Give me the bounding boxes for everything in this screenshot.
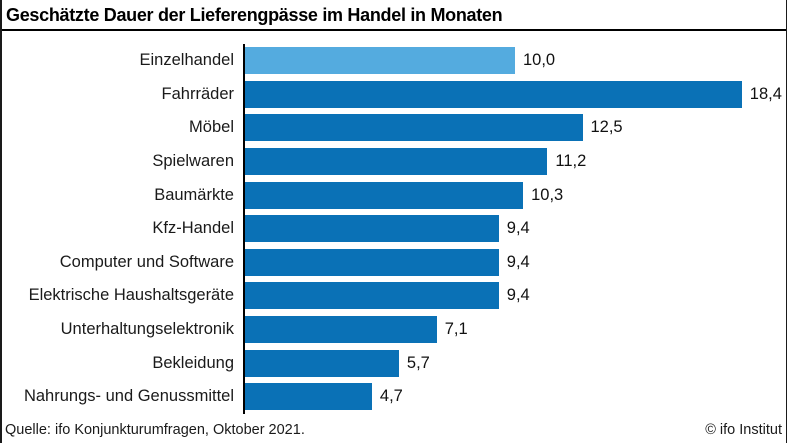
value-label: 9,4 bbox=[506, 252, 530, 271]
category-label: Computer und Software bbox=[59, 252, 234, 271]
category-label: Unterhaltungselektronik bbox=[60, 320, 234, 339]
bar-row: Baumärkte 10,3 bbox=[2, 178, 786, 212]
bar-track: 10,3 bbox=[243, 178, 786, 212]
bar-track: 10,0 bbox=[243, 44, 786, 78]
source-note: Quelle: ifo Konjunkturumfragen, Oktober … bbox=[5, 422, 305, 438]
value-label: 10,3 bbox=[531, 185, 564, 204]
copyright-note: © ifo Institut bbox=[705, 422, 782, 438]
value-label: 5,7 bbox=[406, 353, 430, 372]
bar-row: Kfz-Handel 9,4 bbox=[2, 211, 786, 246]
bar-row: Unterhaltungselektronik 7,1 bbox=[2, 312, 786, 347]
bar-row: Einzelhandel 10,0 bbox=[2, 44, 786, 78]
bar bbox=[245, 114, 583, 142]
bar-row: Elektrische Haushaltsgeräte 9,4 bbox=[2, 279, 786, 313]
bar-track: 18,4 bbox=[243, 77, 786, 112]
value-label: 4,7 bbox=[379, 387, 403, 406]
chart-header: Geschätzte Dauer der Lieferengpässe im H… bbox=[2, 0, 786, 31]
bar-track: 11,2 bbox=[243, 144, 786, 179]
chart-footer: Quelle: ifo Konjunkturumfragen, Oktober … bbox=[2, 422, 786, 443]
bar bbox=[245, 47, 515, 75]
bar bbox=[245, 282, 499, 310]
bar bbox=[245, 181, 524, 209]
bar-rows: Einzelhandel 10,0 Fahrräder 18,4 Möbel 12,5 Sp… bbox=[2, 44, 786, 414]
category-label: Einzelhandel bbox=[139, 51, 235, 70]
category-label: Baumärkte bbox=[154, 185, 234, 204]
value-label: 9,4 bbox=[506, 219, 530, 238]
category-label: Spielwaren bbox=[152, 152, 234, 171]
bar bbox=[245, 316, 437, 344]
chart-title: Geschätzte Dauer der Lieferengpässe im H… bbox=[6, 5, 503, 25]
category-label: Möbel bbox=[189, 118, 234, 137]
bar bbox=[245, 383, 372, 411]
bar-row: Möbel 12,5 bbox=[2, 111, 786, 145]
bar bbox=[245, 349, 399, 377]
category-label: Fahrräder bbox=[161, 84, 234, 103]
value-label: 10,0 bbox=[523, 51, 556, 70]
value-label: 9,4 bbox=[506, 286, 530, 305]
bar-track: 12,5 bbox=[243, 111, 786, 145]
category-label: Elektrische Haushaltsgeräte bbox=[28, 286, 234, 305]
value-label: 18,4 bbox=[749, 84, 782, 103]
bar bbox=[245, 148, 548, 176]
bar-track: 7,1 bbox=[243, 312, 786, 347]
bar-row: Nahrungs- und Genussmittel 4,7 bbox=[2, 379, 786, 414]
bar-track: 4,7 bbox=[243, 379, 786, 414]
bar-row: Computer und Software 9,4 bbox=[2, 245, 786, 280]
bar bbox=[245, 215, 499, 243]
bar-chart-plot-area: Einzelhandel 10,0 Fahrräder 18,4 Möbel 12,5 Sp… bbox=[2, 44, 786, 414]
bar-track: 5,7 bbox=[243, 346, 786, 380]
bar-row: Fahrräder 18,4 bbox=[2, 77, 786, 112]
bar-track: 9,4 bbox=[243, 279, 786, 313]
category-label: Bekleidung bbox=[152, 353, 234, 372]
bar bbox=[245, 248, 499, 276]
bar-row: Bekleidung 5,7 bbox=[2, 346, 786, 380]
category-label: Nahrungs- und Genussmittel bbox=[23, 387, 234, 406]
bar-row: Spielwaren 11,2 bbox=[2, 144, 786, 179]
value-label: 7,1 bbox=[444, 320, 468, 339]
category-label: Kfz-Handel bbox=[152, 219, 234, 238]
bar bbox=[245, 80, 742, 108]
value-label: 12,5 bbox=[590, 118, 623, 137]
bar-track: 9,4 bbox=[243, 245, 786, 280]
bar-track: 9,4 bbox=[243, 211, 786, 246]
value-label: 11,2 bbox=[555, 152, 587, 171]
